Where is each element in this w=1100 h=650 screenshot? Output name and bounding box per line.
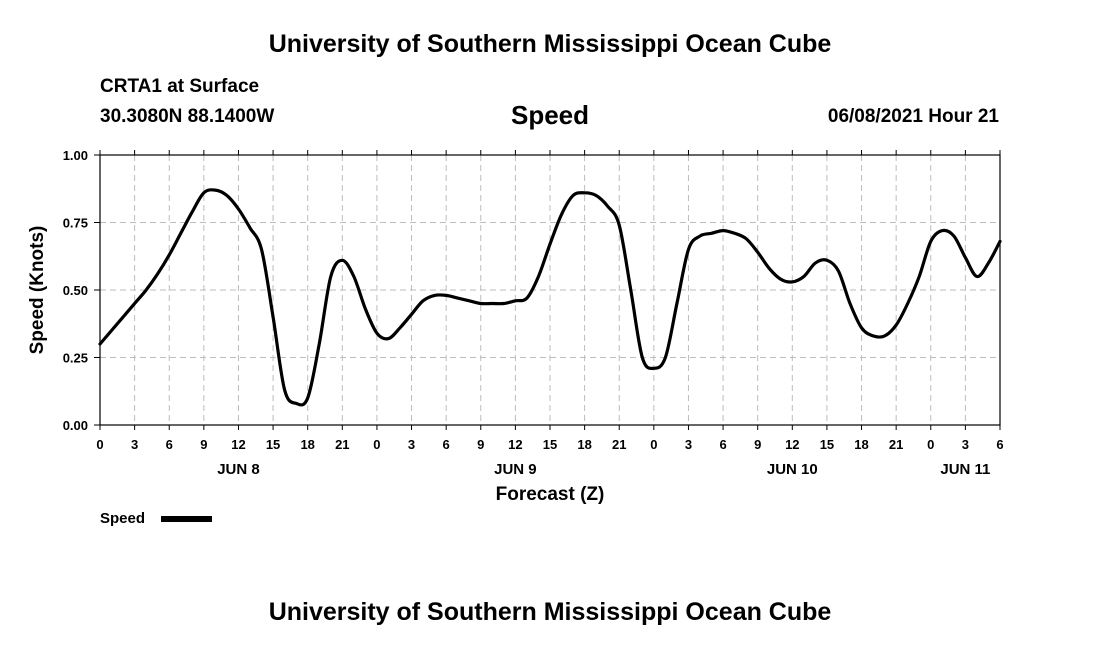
x-tick-label: 18 xyxy=(854,437,868,452)
x-tick-label: 12 xyxy=(785,437,799,452)
y-tick-labels: 0.00 0.25 0.50 0.75 1.00 xyxy=(63,148,88,433)
x-tick-label: 15 xyxy=(543,437,557,452)
station-name: CRTA1 at Surface xyxy=(100,76,260,97)
x-tick-labels: 0 3 6 9 12 15 18 21 0 3 6 9 12 15 18 21 0 3 6 9 12 15 18 21 0 3 6 xyxy=(96,437,1003,452)
x-tick-label: 0 xyxy=(373,437,380,452)
x-tick-label: 3 xyxy=(962,437,969,452)
y-tick-label: 0.00 xyxy=(63,418,88,433)
x-tick-label: 15 xyxy=(820,437,834,452)
day-label: JUN 10 xyxy=(767,461,818,478)
x-tick-label: 21 xyxy=(612,437,626,452)
x-tick-label: 3 xyxy=(131,437,138,452)
day-label: JUN 9 xyxy=(494,461,537,478)
x-tick-label: 9 xyxy=(200,437,207,452)
chart-title: Speed xyxy=(510,100,590,130)
x-tick-label: 6 xyxy=(443,437,450,452)
y-tick-label: 1.00 xyxy=(63,148,88,163)
legend-label: Speed xyxy=(100,510,146,527)
day-labels: JUN 8 JUN 9 JUN 10 JUN 11 xyxy=(217,461,990,478)
legend-swatch xyxy=(161,516,212,522)
x-tick-label: 21 xyxy=(335,437,349,452)
x-tick-label: 6 xyxy=(166,437,173,452)
day-label: JUN 11 xyxy=(940,461,990,478)
x-tick-label: 12 xyxy=(231,437,245,452)
x-tick-label: 6 xyxy=(719,437,726,452)
forecast-datetime: 06/08/2021 Hour 21 xyxy=(827,106,999,127)
x-tick-label: 9 xyxy=(477,437,484,452)
x-tick-label: 18 xyxy=(300,437,314,452)
x-tick-label: 9 xyxy=(754,437,761,452)
y-tick-label: 0.25 xyxy=(63,351,88,366)
y-axis-label: Speed (Knots) xyxy=(27,226,48,355)
grid-lines xyxy=(100,155,1000,425)
x-tick-label: 18 xyxy=(577,437,591,452)
speed-series-line xyxy=(98,188,1002,407)
footer-title: University of Southern Mississippi Ocean… xyxy=(268,598,832,626)
x-tick-label: 21 xyxy=(889,437,903,452)
x-tick-label: 15 xyxy=(266,437,280,452)
x-tick-label: 3 xyxy=(685,437,692,452)
y-tick-label: 0.50 xyxy=(63,283,88,298)
header-title: University of Southern Mississippi Ocean… xyxy=(268,30,832,58)
x-tick-label: 0 xyxy=(650,437,657,452)
x-tick-label: 3 xyxy=(408,437,415,452)
x-tick-label: 0 xyxy=(96,437,103,452)
axis-ticks xyxy=(94,150,1001,430)
x-tick-label: 12 xyxy=(508,437,522,452)
y-tick-label: 0.75 xyxy=(63,216,88,231)
day-label: JUN 8 xyxy=(217,461,260,478)
x-tick-label: 6 xyxy=(996,437,1003,452)
station-coordinates: 30.3080N 88.1400W xyxy=(100,106,275,127)
x-tick-label: 0 xyxy=(927,437,934,452)
x-axis-label: Forecast (Z) xyxy=(496,484,605,505)
